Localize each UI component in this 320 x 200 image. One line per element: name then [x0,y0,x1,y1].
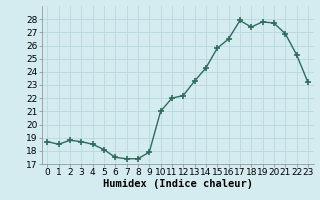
X-axis label: Humidex (Indice chaleur): Humidex (Indice chaleur) [103,179,252,189]
